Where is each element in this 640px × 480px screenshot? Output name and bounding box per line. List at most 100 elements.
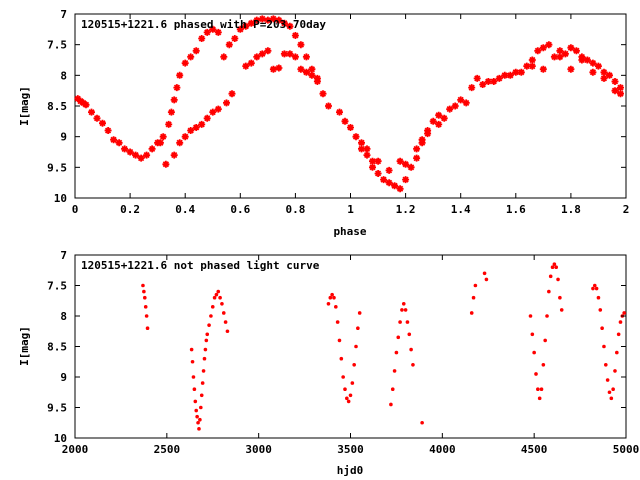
phased-data-point [176,139,184,147]
phased-data-point [176,71,184,79]
phased-data-point [192,47,200,55]
phased-data-point [435,120,443,128]
unphased-data-point [207,323,211,327]
phased-data-point [539,65,547,73]
unphased-data-point [554,265,559,270]
phased-data-point [407,163,415,171]
phased-data-point [429,117,437,125]
phased-y-tick-label: 8 [60,69,67,82]
unphased-data-points [141,262,626,431]
phased-data-point [137,154,145,162]
unphased-data-point [541,363,546,367]
unphased-data-point [389,402,393,407]
unphased-data-point [346,399,351,404]
phased-data-point [297,41,305,49]
phased-data-point [198,120,206,128]
phased-panel: 0 0.2 0.4 0.6 0.8 1 1.2 1.4 1.6 1.8 2 7 7.5 8 8.5 9 9.5 1… [18,8,629,238]
unphased-data-point [550,265,555,270]
phased-data-point [589,68,597,76]
phased-data-point [352,133,360,141]
unphased-data-point [200,381,205,385]
unphased-data-point [403,308,408,312]
unphased-data-point [484,277,489,282]
unphased-data-point [337,338,342,343]
phased-y-tick-label: 10 [54,192,67,205]
phased-data-point [308,65,316,73]
phased-data-point [418,136,426,144]
unphased-data-point [471,295,476,300]
unphased-data-point [221,311,226,315]
phased-y-tick-label: 9 [60,131,67,144]
unphased-data-point [204,338,209,343]
unphased-data-point [530,332,535,337]
phased-data-point [479,81,487,88]
phased-data-point [550,53,558,61]
unphased-data-point [328,295,333,300]
phased-y-tick-label: 7 [60,8,67,21]
phased-data-point [451,102,459,110]
phased-data-point [484,78,492,85]
phased-data-point [468,84,476,92]
phased-data-point [231,35,239,42]
phased-data-point [88,108,95,116]
unphased-data-point [392,369,397,373]
unphased-data-point [202,356,207,361]
unphased-data-point [141,283,145,288]
unphased-data-point [212,295,217,300]
unphased-data-point [532,350,536,355]
unphased-data-point [482,271,487,276]
phased-data-point [181,59,189,67]
phased-data-point [512,68,520,76]
phased-data-point [391,182,399,190]
phased-data-point [413,154,421,162]
phased-data-point [374,157,382,165]
phased-data-point [523,62,531,70]
phased-data-point [280,50,288,58]
phased-data-point [198,35,206,42]
phased-data-point [291,32,299,39]
phased-data-point [286,50,294,58]
unphased-data-point [611,387,615,392]
phased-data-point [545,41,553,49]
unphased-data-point [594,286,599,291]
phased-data-point [148,145,156,153]
unphased-data-point [192,387,197,392]
phased-data-point [214,28,222,36]
unphased-data-point [142,289,146,294]
phased-data-point [209,108,217,116]
unphased-data-point [398,320,402,324]
unphased-data-point [539,387,544,392]
unphased-data-point [225,329,230,334]
unphased-data-point [602,344,606,349]
phased-data-point [242,22,250,30]
phased-x-tick-label: 1.6 [506,203,526,216]
unphased-x-tick-label: 5000 [613,443,640,456]
phased-data-point [611,87,619,95]
unphased-y-tick-label: 7 [60,249,67,262]
unphased-data-point [350,381,355,385]
unphased-data-point [339,356,344,361]
unphased-data-point [335,320,340,324]
phased-data-point [203,114,211,122]
phased-data-point [402,176,410,184]
unphased-data-point [201,369,206,373]
unphased-x-tick-label: 4000 [429,443,456,456]
unphased-data-point [197,427,201,431]
unphased-data-point [615,350,619,355]
unphased-data-point [330,292,334,297]
phased-data-point [374,170,382,177]
phased-data-point [611,78,619,85]
unphased-data-point [142,295,147,300]
phased-x-tick-label: 0.6 [230,203,250,216]
phased-data-point [264,47,272,55]
phased-data-point [567,65,575,73]
unphased-data-point [220,302,224,306]
unphased-data-point [596,295,601,300]
unphased-data-point [407,332,412,337]
phased-data-point [556,53,564,61]
unphased-y-tick-label: 8.5 [47,341,67,354]
phased-data-point [269,15,277,23]
phased-data-point [501,71,509,79]
unphased-data-point [420,420,424,425]
phased-x-tick-label: 0.4 [175,203,195,216]
